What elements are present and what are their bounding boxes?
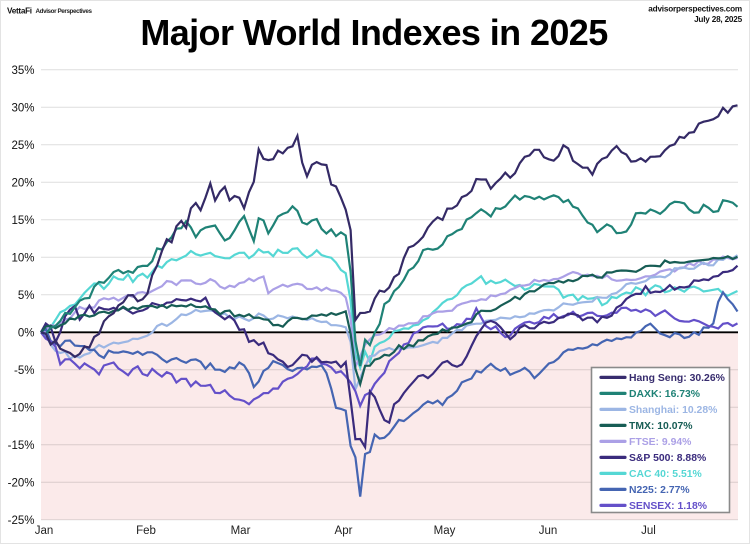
svg-text:Major World Indexes in 2025: Major World Indexes in 2025	[140, 12, 608, 53]
svg-text:35%: 35%	[11, 65, 34, 77]
svg-text:advisorperspectives.com: advisorperspectives.com	[648, 5, 742, 14]
svg-text:July 28, 2025: July 28, 2025	[694, 15, 743, 24]
svg-text:Feb: Feb	[136, 525, 156, 537]
svg-text:-15%: -15%	[8, 440, 35, 452]
svg-text:30%: 30%	[11, 102, 34, 114]
svg-text:-10%: -10%	[8, 402, 35, 414]
svg-text:May: May	[434, 525, 456, 537]
svg-text:Advisor Perspectives: Advisor Perspectives	[36, 8, 93, 15]
svg-text:0%: 0%	[18, 327, 35, 339]
svg-text:10%: 10%	[11, 252, 34, 264]
svg-text:Mar: Mar	[231, 525, 251, 537]
svg-text:-20%: -20%	[8, 477, 35, 489]
svg-text:Jul: Jul	[641, 525, 656, 537]
svg-text:Hang Seng: 30.26%: Hang Seng: 30.26%	[629, 373, 725, 384]
svg-text:Shanghai: 10.28%: Shanghai: 10.28%	[629, 405, 717, 416]
svg-text:-5%: -5%	[14, 365, 34, 377]
svg-text:Jan: Jan	[35, 525, 54, 537]
svg-text:VettaFi: VettaFi	[7, 7, 32, 16]
svg-text:SENSEX: 1.18%: SENSEX: 1.18%	[629, 501, 707, 512]
svg-text:Jun: Jun	[539, 525, 558, 537]
svg-text:FTSE: 9.94%: FTSE: 9.94%	[629, 437, 691, 448]
svg-text:N225: 2.77%: N225: 2.77%	[629, 485, 690, 496]
svg-text:5%: 5%	[18, 290, 35, 302]
svg-text:S&P 500: 8.88%: S&P 500: 8.88%	[629, 453, 706, 464]
svg-text:-25%: -25%	[8, 515, 35, 527]
svg-text:DAXK: 16.73%: DAXK: 16.73%	[629, 389, 700, 400]
svg-text:20%: 20%	[11, 177, 34, 189]
svg-text:TMX: 10.07%: TMX: 10.07%	[629, 421, 693, 432]
svg-text:Apr: Apr	[335, 525, 353, 537]
svg-text:25%: 25%	[11, 140, 34, 152]
svg-text:CAC 40: 5.51%: CAC 40: 5.51%	[629, 469, 702, 480]
svg-text:15%: 15%	[11, 215, 34, 227]
